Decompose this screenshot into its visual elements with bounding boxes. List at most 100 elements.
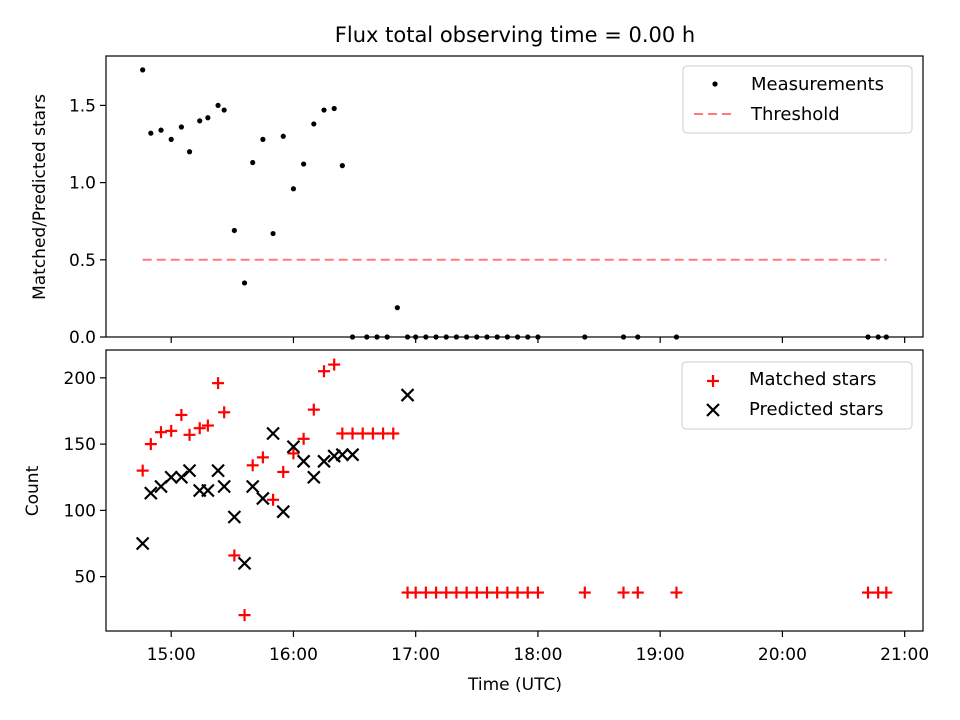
legend-matched-label: Matched stars	[749, 369, 876, 390]
matched-star-point	[144, 438, 157, 451]
matched-star-point	[356, 427, 369, 440]
matched-star-point	[460, 586, 473, 599]
bottom-y-ticks: 50 100 150 200	[64, 369, 106, 588]
top-panel: 0.0 0.5 1.0 1.5 Matched/Predicted stars Mea…	[30, 55, 924, 348]
matched-star-point	[328, 358, 341, 371]
predicted-star-point	[201, 483, 215, 498]
matched-star-point	[861, 586, 874, 599]
matched-star-point	[218, 406, 231, 419]
x-tick-label: 15:00	[147, 645, 196, 665]
x-tick-label: 19:00	[636, 645, 685, 665]
bottom-x-ticks: 15:00 16:00 17:00 18:00 19:00 20:00 21:00	[147, 631, 929, 665]
predicted-star-point	[276, 504, 291, 519]
measurement-point	[311, 121, 317, 127]
matched-star-point	[267, 493, 280, 506]
bottom-panel: 50 100 150 200 15:00 16:00 17:00 18:00 19:00 20:…	[23, 349, 929, 695]
measurement-point	[394, 305, 400, 311]
measurement-point	[148, 130, 154, 136]
matched-star-point	[175, 408, 188, 421]
matched-star-point	[880, 586, 893, 599]
predicted-star-point	[245, 479, 260, 494]
matched-star-point	[670, 586, 683, 599]
legend-measurements-marker	[712, 81, 718, 87]
matched-star-point	[531, 586, 544, 599]
measurement-point	[158, 127, 164, 133]
bottom-legend-box	[681, 361, 913, 430]
measurement-point	[197, 118, 203, 124]
matched-star-point	[136, 464, 149, 477]
measurement-point	[140, 67, 146, 73]
matched-star-point	[193, 422, 206, 435]
predicted-star-point	[317, 454, 331, 469]
measurement-point	[231, 227, 237, 234]
matched-star-point	[419, 586, 432, 599]
matched-star-point	[377, 427, 390, 440]
matched-star-point	[346, 427, 359, 440]
measurement-point	[260, 136, 266, 142]
y-tick-label: 0.0	[69, 328, 96, 348]
matched-star-point	[480, 586, 493, 599]
predicted-star-point	[164, 470, 178, 485]
measurement-point	[339, 163, 345, 169]
predicted-stars-points	[135, 388, 415, 571]
matched-star-point	[287, 447, 300, 460]
bottom-legend: Matched stars Predicted stars	[681, 361, 913, 430]
y-tick-label: 1.0	[69, 174, 96, 194]
matched-star-point	[631, 586, 644, 599]
predicted-star-point	[217, 479, 231, 494]
matched-star-point	[440, 586, 453, 599]
predicted-star-point	[335, 447, 350, 462]
predicted-star-point	[400, 388, 415, 402]
matched-star-point	[307, 403, 320, 416]
measurement-point	[270, 230, 276, 237]
measurement-point	[290, 186, 297, 192]
matched-star-point	[470, 586, 483, 599]
y-tick-label: 150	[64, 435, 96, 455]
predicted-star-point	[266, 426, 280, 441]
matched-star-point	[409, 586, 422, 599]
predicted-star-point	[286, 439, 301, 454]
x-axis-label: Time (UTC)	[467, 675, 562, 695]
y-tick-label: 1.5	[69, 96, 96, 116]
matched-star-point	[450, 586, 463, 599]
x-tick-label: 20:00	[758, 645, 807, 665]
predicted-star-point	[296, 454, 311, 469]
matched-star-point	[212, 377, 225, 390]
matched-star-point	[511, 586, 524, 599]
measurement-point	[168, 136, 174, 142]
matched-stars-points	[136, 358, 893, 622]
matched-star-point	[246, 459, 259, 472]
x-tick-label: 18:00	[513, 645, 562, 665]
matched-star-point	[155, 426, 168, 439]
matched-star-point	[387, 427, 400, 440]
legend-predicted-marker	[706, 403, 720, 417]
matched-star-point	[521, 586, 534, 599]
top-legend-box	[682, 65, 913, 134]
matched-star-point	[201, 419, 214, 432]
measurement-point	[241, 280, 248, 286]
x-tick-label: 21:00	[880, 645, 929, 665]
matched-star-point	[617, 586, 630, 599]
measurement-point	[205, 115, 211, 121]
matched-star-point	[578, 586, 591, 599]
x-tick-label: 17:00	[391, 645, 440, 665]
matched-star-point	[336, 427, 349, 440]
matched-star-point	[318, 365, 331, 378]
matched-star-point	[491, 586, 504, 599]
bottom-y-axis-label: Count	[23, 465, 43, 516]
y-tick-label: 0.5	[69, 251, 96, 271]
measurement-point	[301, 161, 307, 167]
matched-star-point	[297, 432, 310, 445]
y-tick-label: 200	[64, 369, 96, 389]
top-y-ticks: 0.0 0.5 1.0 1.5	[69, 96, 106, 348]
measurement-point	[186, 149, 193, 155]
top-y-axis-label: Matched/Predicted stars	[30, 94, 50, 300]
y-tick-label: 50	[74, 568, 96, 588]
matched-star-point	[277, 465, 290, 478]
matched-star-point	[430, 586, 443, 599]
measurement-point	[221, 107, 227, 113]
predicted-star-point	[256, 491, 270, 506]
predicted-star-point	[135, 536, 150, 551]
matched-star-point	[238, 609, 251, 622]
